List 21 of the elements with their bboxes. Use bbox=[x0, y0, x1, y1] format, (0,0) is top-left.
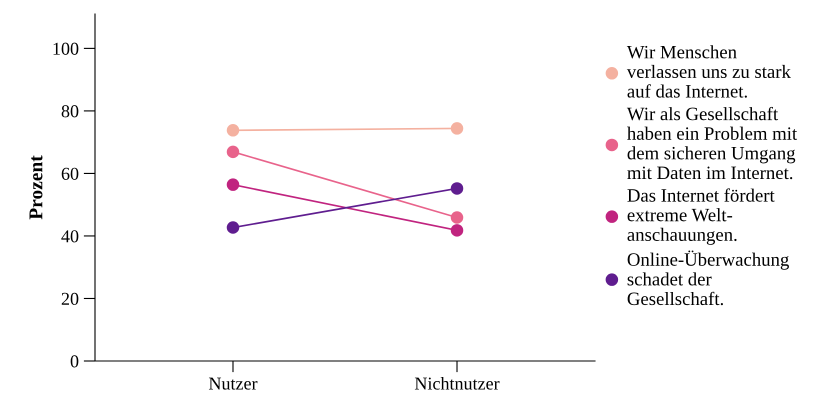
point bbox=[226, 146, 240, 158]
point bbox=[450, 122, 464, 135]
legend-label: Wir als Gesellschaft haben ein Problem mit dem sicheren Umgang mit Daten im Internet. bbox=[626, 106, 798, 180]
legend-label: Wir Menschen verlassen uns zu stark auf das Internet. bbox=[626, 45, 791, 98]
y-axis-title: Prozent bbox=[30, 155, 42, 220]
point bbox=[450, 211, 464, 224]
point bbox=[226, 124, 240, 137]
y-tick-label: 80 bbox=[62, 105, 78, 118]
point bbox=[226, 178, 240, 191]
point bbox=[450, 182, 464, 195]
legend-label: Das Internet fördert extreme Welt- anschauungen. bbox=[627, 188, 775, 245]
x-tick-label: Nutzer bbox=[208, 378, 258, 390]
y-tick-label: 40 bbox=[61, 230, 78, 242]
legend-label: Online-Überwachung schadet der Gesellschaft. bbox=[628, 250, 789, 306]
y-tick-label: 100 bbox=[54, 42, 78, 55]
x-tick-label: Nichtnutzer bbox=[414, 376, 500, 390]
y-tick-label: 60 bbox=[62, 168, 78, 180]
point bbox=[450, 224, 464, 237]
y-tick-label: 20 bbox=[62, 292, 78, 305]
y-tick-label: 0 bbox=[70, 355, 78, 368]
point bbox=[226, 221, 240, 234]
